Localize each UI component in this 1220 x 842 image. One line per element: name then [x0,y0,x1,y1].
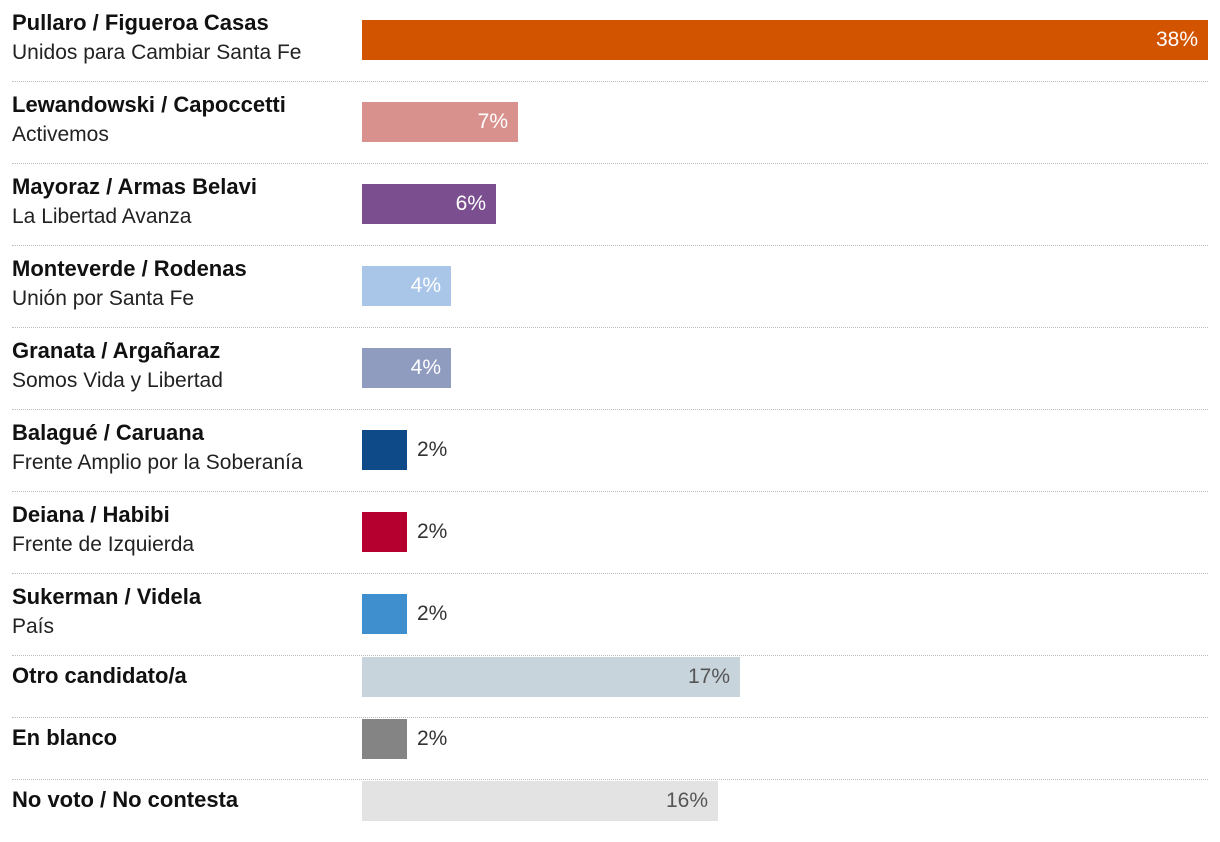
bar-row: No voto / No contesta 16% [0,780,1220,842]
bar [362,781,718,821]
candidate-name: Balagué / Caruana [12,420,204,445]
bar [362,430,407,470]
candidate-name: No voto / No contesta [12,787,239,812]
bar [362,719,407,759]
row-labels: Pullaro / Figueroa Casas Unidos para Camb… [12,8,352,68]
bar-row: Deiana / Habibi Frente de Izquierda 2% [0,492,1220,574]
bar-row: Pullaro / Figueroa Casas Unidos para Camb… [0,0,1220,82]
row-labels: Mayoraz / Armas Belavi La Libertad Avanza [12,172,352,232]
row-separator [12,163,1208,164]
party-name: País [12,615,55,638]
row-labels: Granata / Argañaraz Somos Vida y Libertad [12,336,352,396]
bar-row: Balagué / Caruana Frente Amplio por la So… [0,410,1220,492]
bar [362,102,518,142]
row-labels: Lewandowski / Capoccetti Activemos [12,90,352,150]
bar [362,20,1208,60]
row-labels: Sukerman / Videla País [12,582,352,642]
candidate-name: Otro candidato/a [12,663,187,688]
candidate-name: Pullaro / Figueroa Casas [12,10,269,35]
row-labels: Otro candidato/a [12,661,352,691]
bar [362,594,407,634]
row-separator [12,655,1208,656]
bar-value-label: 4% [410,274,441,297]
candidate-name: Monteverde / Rodenas [12,256,247,281]
party-name: Frente de Izquierda [12,533,195,556]
bar-value-label: 7% [477,110,508,133]
row-separator [12,491,1208,492]
candidate-name: Granata / Argañaraz [12,338,221,363]
bar-value-label: 38% [1155,28,1198,51]
bar-value-label: 2% [417,438,448,461]
bar [362,184,496,224]
row-separator [12,717,1208,718]
row-separator [12,245,1208,246]
candidate-name: Deiana / Habibi [12,502,170,527]
candidate-name: En blanco [12,725,118,750]
row-labels: No voto / No contesta [12,785,352,815]
row-separator [12,573,1208,574]
party-name: Somos Vida y Libertad [12,369,223,392]
party-name: La Libertad Avanza [12,205,192,228]
bar-row: En blanco 2% [0,718,1220,780]
bar-row: Sukerman / Videla País 2% [0,574,1220,656]
bar-value-label: 2% [417,602,448,625]
party-name: Unión por Santa Fe [12,287,195,310]
row-labels: Deiana / Habibi Frente de Izquierda [12,500,352,560]
bar-row: Mayoraz / Armas Belavi La Libertad Avanza… [0,164,1220,246]
candidate-name: Mayoraz / Armas Belavi [12,174,257,199]
party-name: Activemos [12,123,109,146]
bar [362,657,740,697]
bar-value-label: 16% [665,789,708,812]
bar-row: Monteverde / Rodenas Unión por Santa Fe 4% [0,246,1220,328]
bar-row: Otro candidato/a 17% [0,656,1220,718]
bar-value-label: 2% [417,520,448,543]
bar-row: Granata / Argañaraz Somos Vida y Libertad… [0,328,1220,410]
bar-value-label: 6% [455,192,486,215]
bar-value-label: 4% [410,356,441,379]
candidate-name: Sukerman / Videla [12,584,202,609]
party-name: Frente Amplio por la Soberanía [12,451,303,474]
row-separator [12,779,1208,780]
bar-value-label: 2% [417,727,448,750]
bar-value-label: 17% [687,665,730,688]
row-labels: Balagué / Caruana Frente Amplio por la So… [12,418,352,478]
bar [362,348,451,388]
row-separator [12,81,1208,82]
candidate-name: Lewandowski / Capoccetti [12,92,286,117]
bar-row: Lewandowski / Capoccetti Activemos 7% [0,82,1220,164]
bar [362,512,407,552]
party-name: Unidos para Cambiar Santa Fe [12,41,302,64]
row-labels: En blanco [12,723,352,753]
row-labels: Monteverde / Rodenas Unión por Santa Fe [12,254,352,314]
bar [362,266,451,306]
row-separator [12,327,1208,328]
row-separator [12,409,1208,410]
